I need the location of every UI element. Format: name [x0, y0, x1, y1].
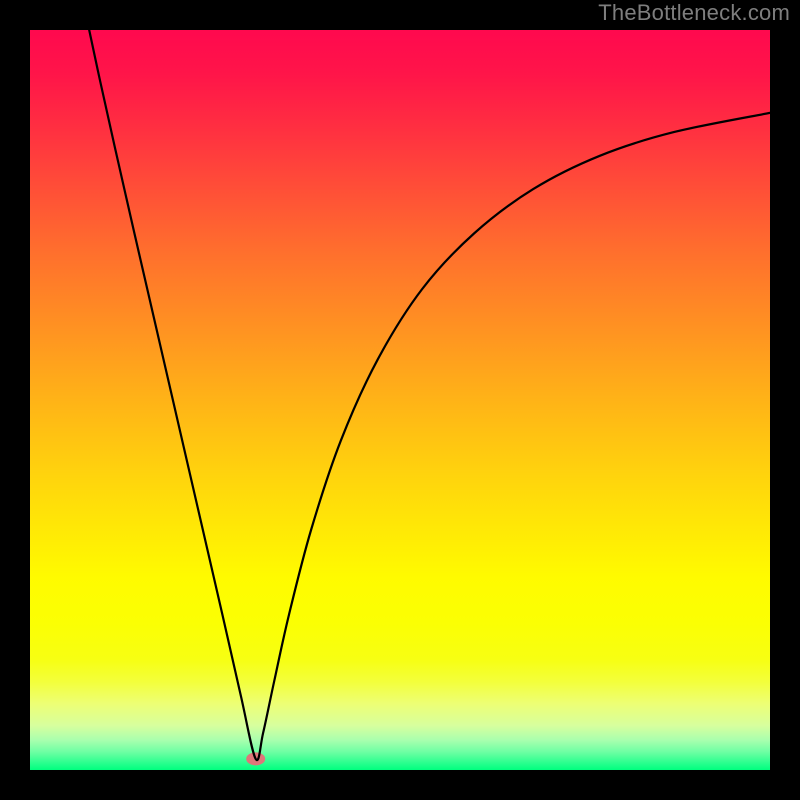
plot-area — [30, 30, 770, 770]
chart-root: TheBottleneck.com — [0, 0, 800, 800]
gradient-background — [30, 30, 770, 770]
watermark-text: TheBottleneck.com — [598, 0, 790, 26]
chart-svg — [30, 30, 770, 770]
